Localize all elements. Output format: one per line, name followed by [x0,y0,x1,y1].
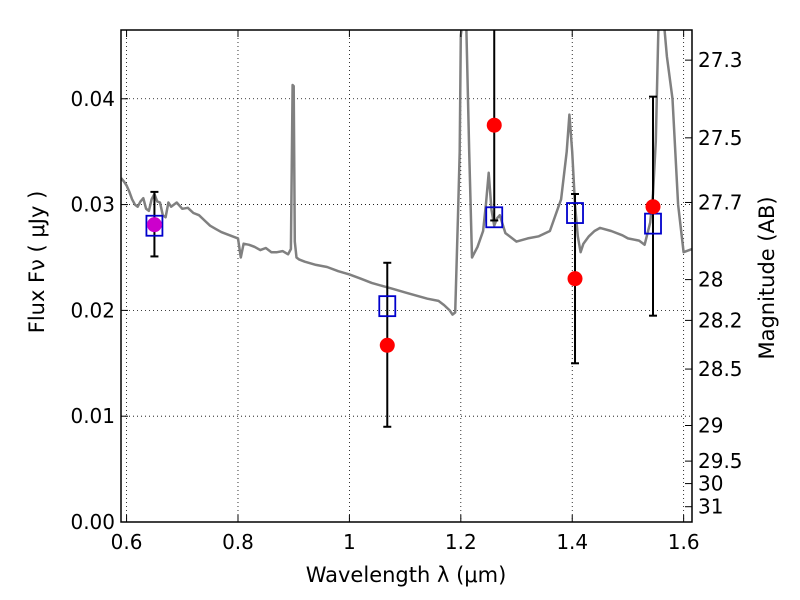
y-tick-label: 0.01 [70,404,115,428]
model-spectrum-line [121,30,692,316]
square-marker [145,214,164,237]
circle-marker [146,217,162,233]
y-axis: 0.00 0.01 0.02 0.03 0.04 [70,87,128,534]
grid-lines [121,30,692,522]
plot-area [121,30,692,428]
circle-marker [567,271,583,287]
y2-tick-label: 28.5 [698,357,743,381]
y2-tick-label: 31 [698,495,723,519]
square-marker [378,295,397,318]
circle-marker [379,337,395,353]
square-marker [485,206,504,229]
square-marker [566,202,584,224]
y2-tick-label: 27.5 [698,126,743,150]
y2-tick-label: 27.7 [698,190,743,214]
circle-marker [486,117,502,133]
x-axis-title: Wavelength λ (μm) [306,563,507,587]
x-tick-label: 1.4 [556,530,588,554]
y-tick-label: 0.00 [70,510,115,534]
x-tick-label: 1.2 [445,530,477,554]
circle-marker [645,199,661,215]
y2-tick-label: 29.5 [698,449,743,473]
x-tick-label: 0.6 [111,530,143,554]
x-axis: 0.6 0.8 1 1.2 1.4 1.6 [111,30,700,554]
y2-tick-label: 29 [698,414,723,438]
y2-tick-label: 28 [698,268,723,292]
x-tick-label: 1 [343,530,356,554]
y-tick-label: 0.02 [70,298,115,322]
y2-tick-label: 28.2 [698,308,743,332]
x-tick-label: 1.6 [668,530,700,554]
y-tick-label: 0.04 [70,87,115,111]
y2-tick-label: 27.3 [698,48,743,72]
plot-frame [120,29,693,523]
y2-tick-label: 30 [698,472,723,496]
y-tick-label: 0.03 [70,193,115,217]
x-tick-label: 0.8 [222,530,254,554]
y2-axis-title: Magnitude (AB) [755,196,779,359]
y-axis-title: Flux Fν ( μJy ) [25,191,49,334]
